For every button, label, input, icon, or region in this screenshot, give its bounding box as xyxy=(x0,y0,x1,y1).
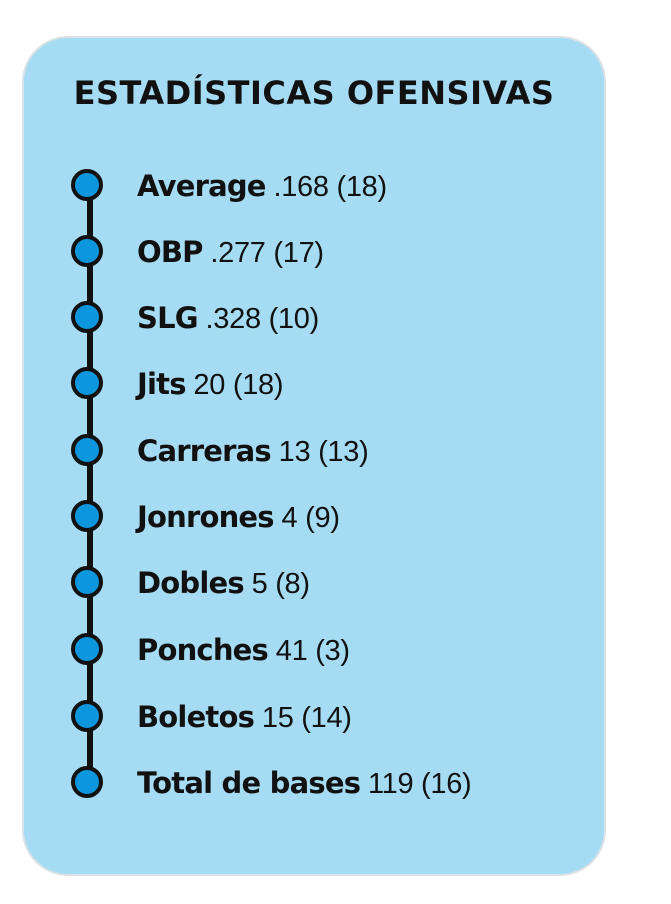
stat-rank: (3) xyxy=(315,635,350,667)
stat-item-boletos: Boletos 15 (14) xyxy=(24,699,604,739)
timeline-dot-icon xyxy=(71,169,103,201)
timeline-dot-icon xyxy=(71,633,103,665)
timeline-dot-icon xyxy=(71,235,103,267)
stat-text: Average .168 (18) xyxy=(137,168,387,205)
card-title: ESTADÍSTICAS OFENSIVAS xyxy=(73,74,555,112)
timeline-dot-icon xyxy=(71,434,103,466)
stat-rank: (14) xyxy=(301,702,352,734)
stat-value: 119 xyxy=(367,768,414,800)
stat-item-ponches: Ponches 41 (3) xyxy=(24,632,604,672)
stat-item-jits: Jits 20 (18) xyxy=(24,366,604,406)
stat-rank: (18) xyxy=(336,171,387,203)
stat-label: Jonrones xyxy=(137,500,275,534)
stat-value: 41 xyxy=(275,635,308,667)
timeline-dot-icon xyxy=(71,766,103,798)
stat-text: Ponches 41 (3) xyxy=(137,632,350,669)
stat-text: Carreras 13 (13) xyxy=(137,433,369,470)
timeline-line xyxy=(87,186,93,786)
timeline-dot-icon xyxy=(71,566,103,598)
stat-rank: (9) xyxy=(305,502,340,534)
stat-item-slg: SLG .328 (10) xyxy=(24,300,604,340)
stat-item-jonrones: Jonrones 4 (9) xyxy=(24,499,604,539)
stat-text: Jonrones 4 (9) xyxy=(137,499,340,536)
stat-list: Average .168 (18) OBP .277 (17) SLG .328… xyxy=(24,38,604,874)
timeline-dot-icon xyxy=(71,700,103,732)
stat-rank: (13) xyxy=(318,436,369,468)
timeline-dot-icon xyxy=(71,500,103,532)
stat-label: SLG xyxy=(137,301,199,335)
stat-rank: (8) xyxy=(275,568,310,600)
stat-text: Dobles 5 (8) xyxy=(137,565,310,602)
stat-label: Jits xyxy=(137,367,186,401)
stat-label: Boletos xyxy=(137,700,255,734)
stat-label: Ponches xyxy=(137,633,269,667)
stat-rank: (18) xyxy=(232,369,284,401)
stat-text: Total de bases 119 (16) xyxy=(137,765,472,802)
stat-text: SLG .328 (10) xyxy=(137,300,319,337)
stat-item-carreras: Carreras 13 (13) xyxy=(24,433,604,473)
stat-label: Carreras xyxy=(137,434,272,468)
stat-value: 5 xyxy=(251,568,268,600)
stat-value: 15 xyxy=(261,702,294,734)
stat-rank: (16) xyxy=(421,768,472,800)
stat-value: 13 xyxy=(278,436,311,468)
stats-card: ESTADÍSTICAS OFENSIVAS Average .168 (18)… xyxy=(22,36,606,876)
stat-label: Average xyxy=(137,169,266,203)
stat-value: .328 xyxy=(205,303,262,335)
stat-value: .168 xyxy=(273,171,329,203)
stat-item-total-de-bases: Total de bases 119 (16) xyxy=(24,765,604,805)
timeline-dot-icon xyxy=(71,367,103,399)
stat-text: Jits 20 (18) xyxy=(137,366,284,403)
stat-value: .277 xyxy=(210,237,266,269)
stat-item-obp: OBP .277 (17) xyxy=(24,234,604,274)
stat-text: Boletos 15 (14) xyxy=(137,699,352,736)
stat-label: Total de bases xyxy=(137,766,361,800)
stat-label: Dobles xyxy=(137,566,245,600)
timeline-dot-icon xyxy=(71,301,103,333)
stat-value: 20 xyxy=(193,369,226,401)
stat-value: 4 xyxy=(281,502,298,534)
stat-item-dobles: Dobles 5 (8) xyxy=(24,565,604,605)
stat-rank: (10) xyxy=(268,303,320,335)
stat-label: OBP xyxy=(137,235,203,269)
stat-rank: (17) xyxy=(273,237,324,269)
stat-item-average: Average .168 (18) xyxy=(24,168,604,208)
stat-text: OBP .277 (17) xyxy=(137,234,324,271)
